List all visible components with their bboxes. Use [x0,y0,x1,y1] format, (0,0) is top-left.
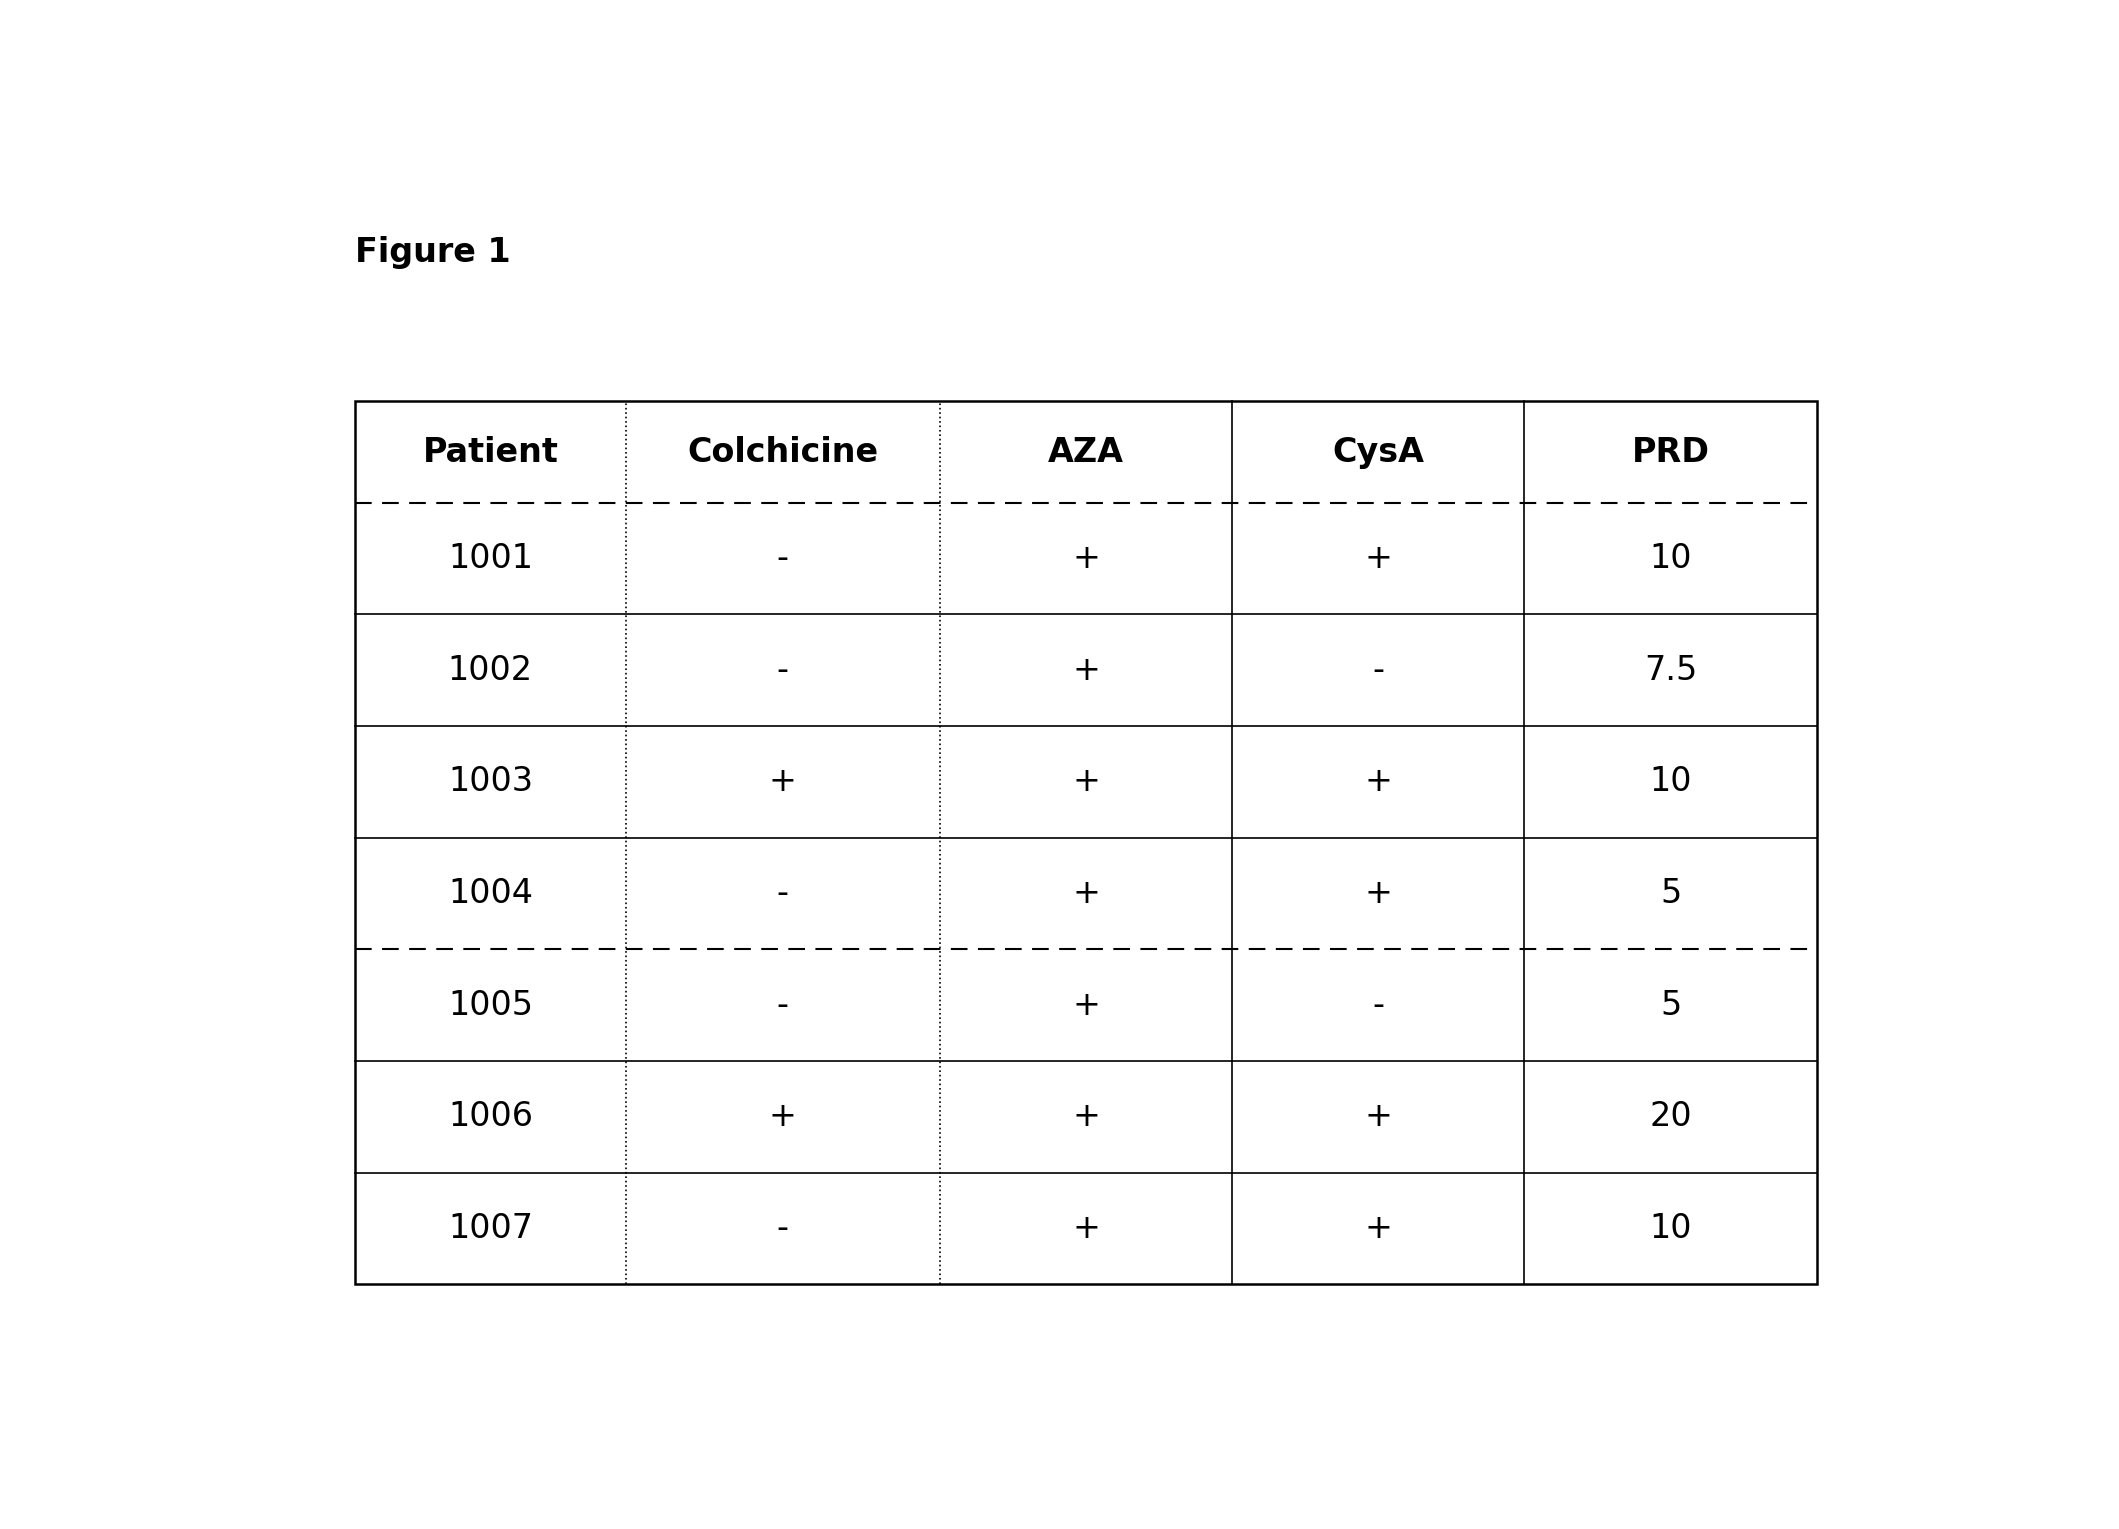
Text: 10: 10 [1649,543,1691,575]
Text: -: - [778,989,788,1021]
Text: Patient: Patient [422,436,557,468]
Text: -: - [778,1212,788,1245]
Text: +: + [1365,878,1392,910]
Text: 1002: 1002 [447,654,534,687]
Text: CysA: CysA [1333,436,1424,468]
Text: -: - [1373,989,1384,1021]
Text: 1006: 1006 [447,1101,532,1133]
Text: +: + [1072,878,1100,910]
Text: +: + [1072,989,1100,1021]
Text: 10: 10 [1649,766,1691,798]
Text: Colchicine: Colchicine [687,436,877,468]
Text: +: + [1365,1212,1392,1245]
Text: PRD: PRD [1632,436,1710,468]
Text: 10: 10 [1649,1212,1691,1245]
Text: +: + [1365,543,1392,575]
Text: +: + [1072,1101,1100,1133]
Text: 7.5: 7.5 [1644,654,1697,687]
Text: 1007: 1007 [447,1212,532,1245]
Text: Figure 1: Figure 1 [356,237,511,269]
Text: 5: 5 [1659,989,1680,1021]
Text: +: + [1072,543,1100,575]
Text: -: - [1373,654,1384,687]
Text: AZA: AZA [1049,436,1123,468]
Text: 5: 5 [1659,878,1680,910]
Text: 1005: 1005 [447,989,532,1021]
Text: +: + [1072,654,1100,687]
Text: 20: 20 [1649,1101,1691,1133]
Text: 1003: 1003 [447,766,532,798]
Bar [356,401,1816,1284]
Text: +: + [769,1101,797,1133]
Text: -: - [778,543,788,575]
Text: 1004: 1004 [447,878,532,910]
Text: -: - [778,654,788,687]
Text: +: + [769,766,797,798]
Text: +: + [1365,1101,1392,1133]
Text: +: + [1072,766,1100,798]
Text: 1001: 1001 [447,543,532,575]
Text: -: - [778,878,788,910]
Text: +: + [1365,766,1392,798]
Text: +: + [1072,1212,1100,1245]
